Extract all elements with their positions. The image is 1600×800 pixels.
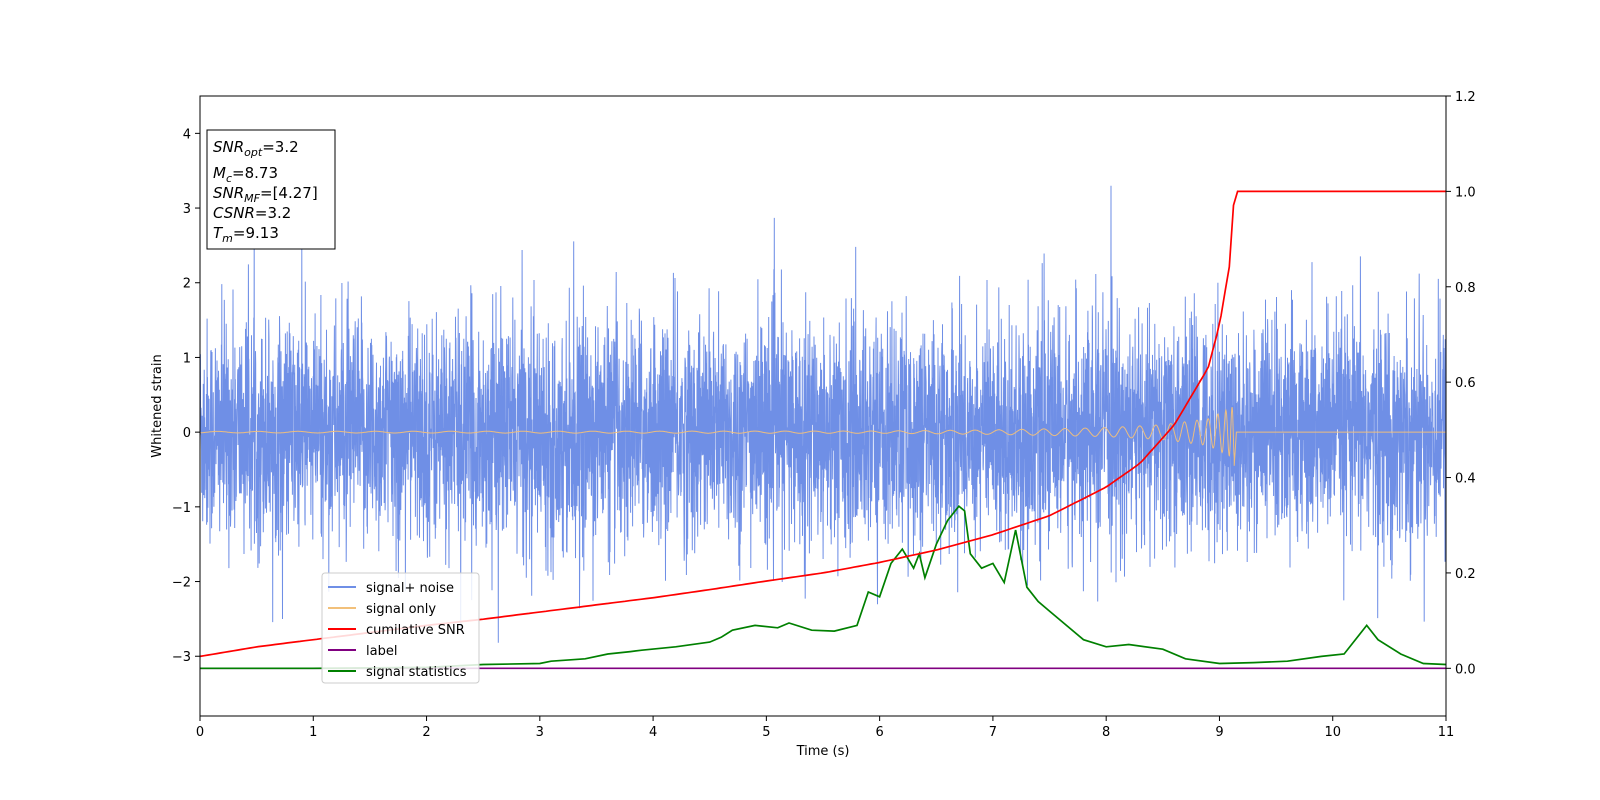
legend-signal-statistics-label: signal statistics xyxy=(366,665,467,680)
x-tick-label: 1 xyxy=(309,725,317,740)
series-signal-noise xyxy=(199,185,1447,643)
y-tick-label: 4 xyxy=(183,127,191,142)
y2-tick-label: 1.0 xyxy=(1455,185,1476,200)
x-tick-label: 2 xyxy=(422,725,430,740)
legend-frame xyxy=(321,572,480,684)
y-axis-right: 1.2 1.0 0.8 0.6 0.4 0.2 0.0 xyxy=(1446,90,1476,677)
signal-noise-line xyxy=(199,185,1447,643)
x-tick-label: 8 xyxy=(1102,725,1110,740)
y2-tick-label: 0.0 xyxy=(1455,662,1476,677)
x-tick-label: 11 xyxy=(1438,725,1455,740)
legend: signal+ noise signal only cumilative SNR la… xyxy=(321,572,480,684)
info-line: SNRMF=[4.27] xyxy=(213,184,318,205)
y-tick-label: 3 xyxy=(183,202,191,217)
y-tick-label: −3 xyxy=(172,650,191,665)
legend-signal-noise-label: signal+ noise xyxy=(366,581,454,596)
x-axis-label: Time (s) xyxy=(796,744,850,759)
y2-tick-label: 0.8 xyxy=(1455,281,1476,296)
y-tick-label: 1 xyxy=(183,351,191,366)
x-tick-label: 6 xyxy=(875,725,883,740)
x-tick-label: 5 xyxy=(762,725,770,740)
x-axis: 0 1 2 3 4 5 6 7 8 9 10 11 xyxy=(196,716,1454,740)
y2-tick-label: 0.4 xyxy=(1455,472,1476,487)
y-tick-label: 2 xyxy=(183,277,191,292)
legend-signal-only-label: signal only xyxy=(366,602,436,617)
info-line: Mc=8.73 xyxy=(213,164,278,185)
x-tick-label: 9 xyxy=(1215,725,1223,740)
y-tick-label: −1 xyxy=(172,501,191,516)
info-box-frame xyxy=(206,129,336,250)
y2-tick-label: 0.6 xyxy=(1455,376,1476,391)
x-tick-label: 3 xyxy=(536,725,544,740)
x-tick-label: 7 xyxy=(989,725,997,740)
y-axis-label: Whitened strain xyxy=(150,354,165,457)
info-line: SNRopt=3.2 xyxy=(213,138,299,159)
y-tick-label: −2 xyxy=(172,576,191,591)
info-line: Tm=9.13 xyxy=(213,224,279,245)
x-tick-label: 0 xyxy=(196,725,204,740)
series-signal-only xyxy=(200,407,1446,466)
y2-tick-label: 0.2 xyxy=(1455,567,1476,582)
info-line: CSNR=3.2 xyxy=(213,204,291,222)
axes-frame xyxy=(199,95,1447,717)
y-axis-left: 4 3 2 1 0 −1 −2 −3 xyxy=(172,127,200,665)
signal-only-line xyxy=(200,407,1446,466)
y2-tick-label: 1.2 xyxy=(1455,90,1476,105)
y-tick-label: 0 xyxy=(183,426,191,441)
signal-statistics-line xyxy=(200,504,1447,670)
legend-label-label: label xyxy=(366,644,397,659)
legend-cumulative-snr-label: cumilative SNR xyxy=(366,623,465,638)
x-tick-label: 4 xyxy=(649,725,657,740)
x-tick-label: 10 xyxy=(1324,725,1341,740)
